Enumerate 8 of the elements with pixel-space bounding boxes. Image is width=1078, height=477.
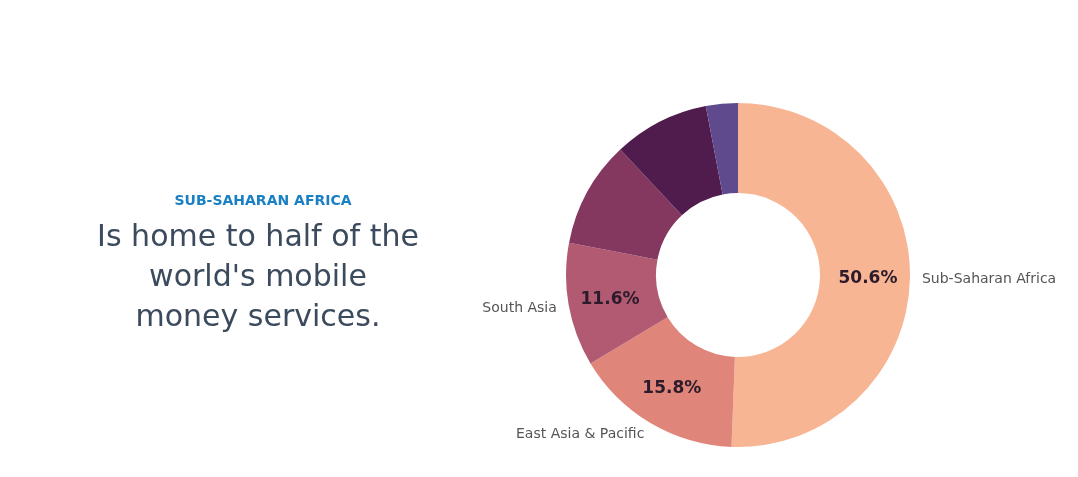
data-label: 11.6% xyxy=(580,287,640,308)
slice-label: East Asia & Pacific xyxy=(516,425,645,442)
slice-label: Sub-Saharan Africa xyxy=(921,270,1057,287)
data-label: 15.8% xyxy=(642,376,702,397)
slice-label: South Asia xyxy=(482,299,557,316)
text: SUB-SAHARAN AFRICA xyxy=(174,192,352,208)
text: Is home to half of the world's mobile money services. xyxy=(97,217,419,333)
data-label: 50.6% xyxy=(838,267,898,288)
